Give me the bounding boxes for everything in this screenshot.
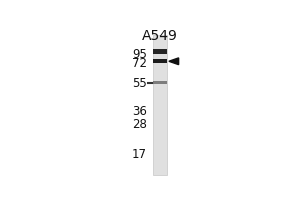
Bar — [153, 59, 166, 63]
Text: 72: 72 — [132, 57, 147, 70]
Text: 17: 17 — [132, 148, 147, 161]
Text: A549: A549 — [142, 29, 178, 43]
Bar — [153, 81, 166, 84]
Text: 55: 55 — [132, 77, 147, 90]
Bar — [153, 35, 166, 175]
Polygon shape — [169, 58, 178, 65]
Text: 95: 95 — [132, 48, 147, 61]
Bar — [153, 49, 166, 54]
Text: 36: 36 — [132, 105, 147, 118]
Text: 28: 28 — [132, 118, 147, 131]
